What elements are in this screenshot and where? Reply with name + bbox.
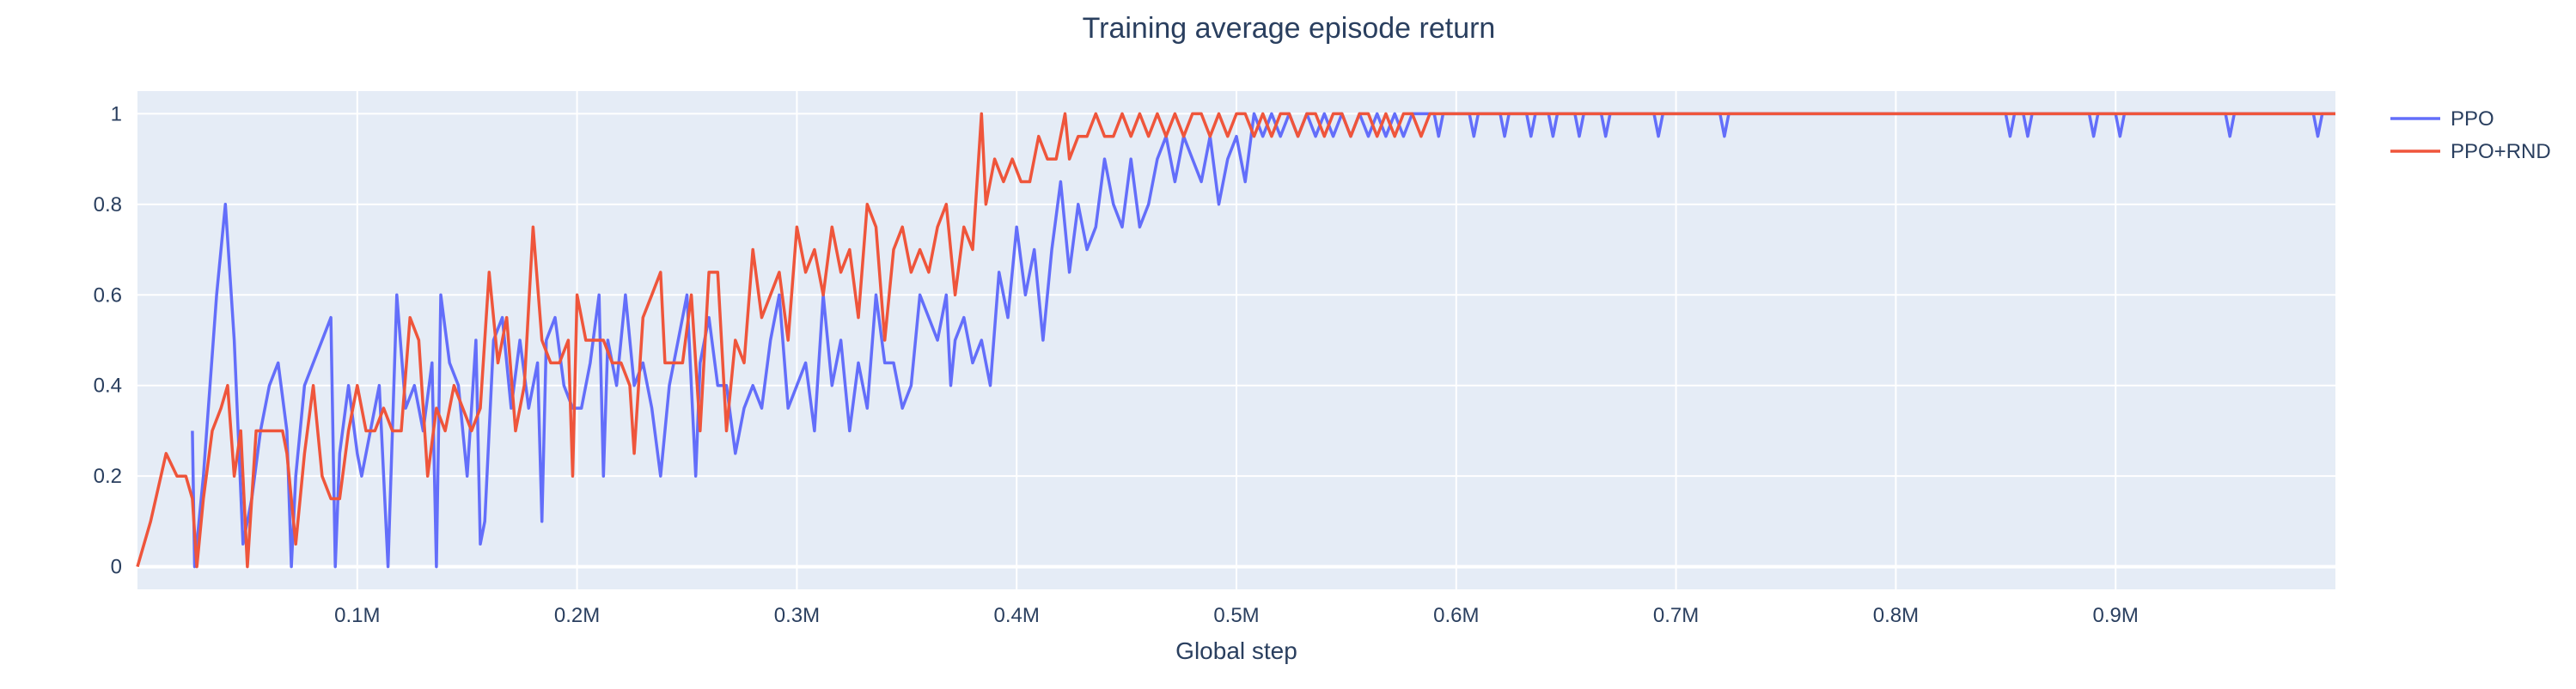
x-tick-label: 0.9M bbox=[2093, 604, 2139, 627]
legend-item[interactable]: PPO+RND bbox=[2390, 140, 2551, 163]
legend-label: PPO bbox=[2451, 107, 2494, 131]
series-line-ppo-rnd bbox=[136, 112, 2335, 569]
x-axis-ticks: 0.1M 0.2M 0.3M 0.4M 0.5M 0.6M 0.7M 0.8M 0.9M bbox=[334, 604, 2139, 627]
y-tick-label: 0.2 bbox=[94, 465, 122, 488]
x-tick-label: 0.6M bbox=[1433, 604, 1479, 627]
x-tick-label: 0.8M bbox=[1873, 604, 1919, 627]
y-tick-label: 0 bbox=[111, 556, 122, 579]
y-tick-label: 0.6 bbox=[94, 284, 122, 307]
y-tick-label: 0.4 bbox=[94, 375, 122, 398]
y-axis-ticks: 0 0.2 0.4 0.6 0.8 1 bbox=[94, 102, 122, 578]
x-tick-label: 0.3M bbox=[774, 604, 820, 627]
x-tick-label: 0.4M bbox=[994, 604, 1040, 627]
legend[interactable]: PPO PPO+RND bbox=[2390, 107, 2551, 163]
series-line-ppo bbox=[191, 112, 2335, 569]
x-tick-label: 0.1M bbox=[334, 604, 380, 627]
x-tick-label: 0.2M bbox=[554, 604, 600, 627]
x-axis-title: Global step bbox=[1175, 637, 1297, 664]
y-tick-label: 1 bbox=[111, 102, 122, 125]
x-tick-label: 0.5M bbox=[1213, 604, 1259, 627]
legend-label: PPO+RND bbox=[2451, 140, 2551, 163]
legend-item[interactable]: PPO bbox=[2390, 107, 2494, 131]
x-tick-label: 0.7M bbox=[1653, 604, 1699, 627]
series-lines bbox=[136, 112, 2335, 569]
y-tick-label: 0.8 bbox=[94, 193, 122, 216]
chart-title: Training average episode return bbox=[1083, 12, 1496, 45]
